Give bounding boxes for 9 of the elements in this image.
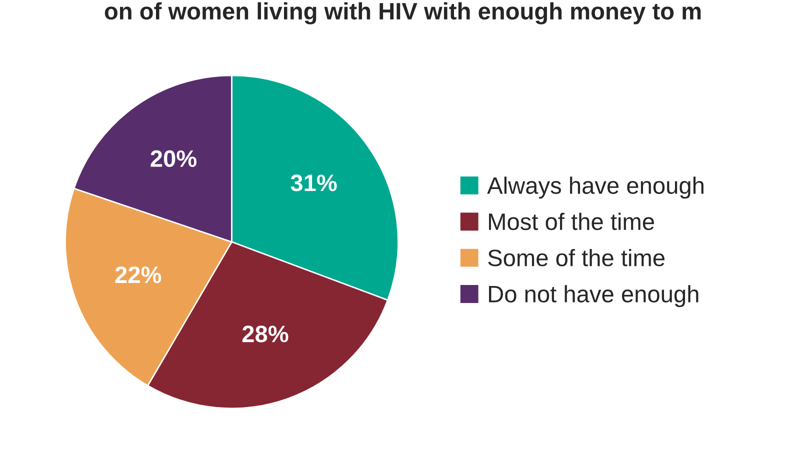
legend-label: Do not have enough bbox=[489, 285, 698, 308]
legend-label: Always have enough bbox=[487, 176, 704, 199]
chart-title: on of women living with HIV with enough money to m bbox=[104, 2, 701, 24]
legend-label: Some of the time bbox=[488, 248, 664, 266]
data-label: 20% bbox=[150, 150, 197, 168]
data-label: 28% bbox=[242, 326, 288, 342]
data-label: 31% bbox=[290, 174, 337, 192]
data-label: 22% bbox=[115, 266, 162, 284]
legend-label: Most of the time bbox=[489, 212, 654, 230]
